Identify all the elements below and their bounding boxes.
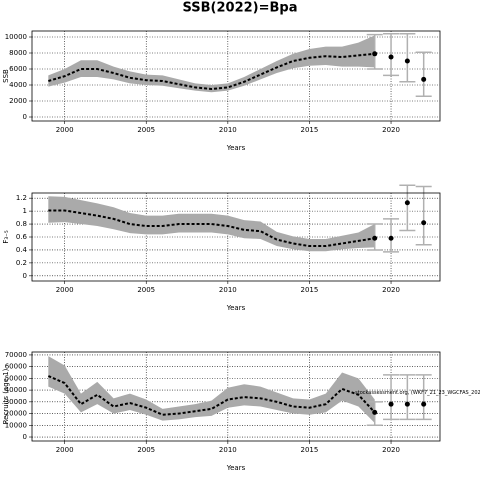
x-tick-label: 2020	[382, 286, 400, 294]
forecast-point	[388, 235, 394, 241]
forecast-point	[404, 58, 410, 64]
x-tick-label: 2020	[382, 446, 400, 454]
forecast-point	[372, 51, 378, 57]
y-tick-label: 70000	[5, 351, 27, 359]
x-tick-label: 2005	[137, 446, 155, 454]
confidence-band	[48, 356, 375, 423]
forecast-point	[421, 401, 427, 407]
y-tick-label: 50000	[5, 374, 27, 382]
x-tick-label: 2015	[301, 446, 319, 454]
x-tick-label: 2000	[56, 286, 74, 294]
y-tick-label: 20000	[5, 410, 27, 418]
y-tick-label: 10000	[5, 421, 27, 429]
y-tick-label: 1	[23, 207, 27, 215]
x-tick-label: 2010	[219, 446, 237, 454]
estimate-line	[48, 52, 375, 91]
forecast-point	[372, 409, 378, 415]
y-tick-label: 0	[23, 113, 27, 121]
annotation: stockassessment.org, (WKF7_21_23_WGCFAS_…	[355, 390, 480, 396]
y-tick-label: 4000	[9, 81, 27, 89]
y-tick-label: 0.6	[16, 233, 28, 241]
x-tick-label: 2020	[382, 126, 400, 134]
x-tick-label: 2010	[219, 126, 237, 134]
y-axis-label: Recruits (age 1)	[2, 368, 10, 424]
forecast-point	[421, 220, 427, 226]
forecast-point	[421, 76, 427, 82]
estimate-line	[47, 375, 376, 416]
y-tick-label: 2000	[9, 97, 27, 105]
y-tick-label: 60000	[5, 363, 27, 371]
plot-frame	[31, 192, 441, 282]
y-tick-label: 0.8	[16, 220, 27, 228]
forecast-point	[404, 200, 410, 206]
x-tick-label: 2005	[137, 126, 155, 134]
plot-frame	[31, 30, 441, 122]
y-tick-label: 0.4	[16, 246, 28, 254]
y-tick-label: 0	[23, 272, 27, 280]
x-tick-label: 2000	[56, 446, 74, 454]
y-tick-label: 40000	[5, 386, 27, 394]
y-tick-label: 1.2	[16, 194, 27, 202]
forecast-point	[372, 235, 378, 241]
y-axis-label: SSB	[2, 69, 10, 83]
y-axis-label: F₃₋₅	[2, 230, 10, 244]
forecast-point	[404, 401, 410, 407]
y-tick-label: 0	[23, 433, 27, 441]
y-tick-label: 0.2	[16, 259, 27, 267]
y-tick-label: 10000	[5, 33, 27, 41]
x-tick-label: 2015	[301, 286, 319, 294]
x-tick-label: 2005	[137, 286, 155, 294]
x-axis-label: Years	[226, 464, 246, 472]
estimate-line	[48, 209, 375, 248]
figure-title: SSB(2022)=Bpa	[183, 1, 298, 16]
x-axis-label: Years	[226, 304, 246, 312]
y-tick-label: 30000	[5, 398, 27, 406]
plot-frame	[31, 351, 441, 442]
x-tick-label: 2000	[56, 126, 74, 134]
confidence-band	[48, 196, 375, 252]
confidence-band	[48, 35, 375, 93]
y-tick-label: 6000	[9, 65, 27, 73]
x-tick-label: 2015	[301, 126, 319, 134]
x-axis-label: Years	[226, 144, 246, 152]
forecast-point	[388, 401, 394, 407]
x-tick-label: 2010	[219, 286, 237, 294]
forecast-point	[388, 54, 394, 60]
y-tick-label: 8000	[9, 49, 27, 57]
